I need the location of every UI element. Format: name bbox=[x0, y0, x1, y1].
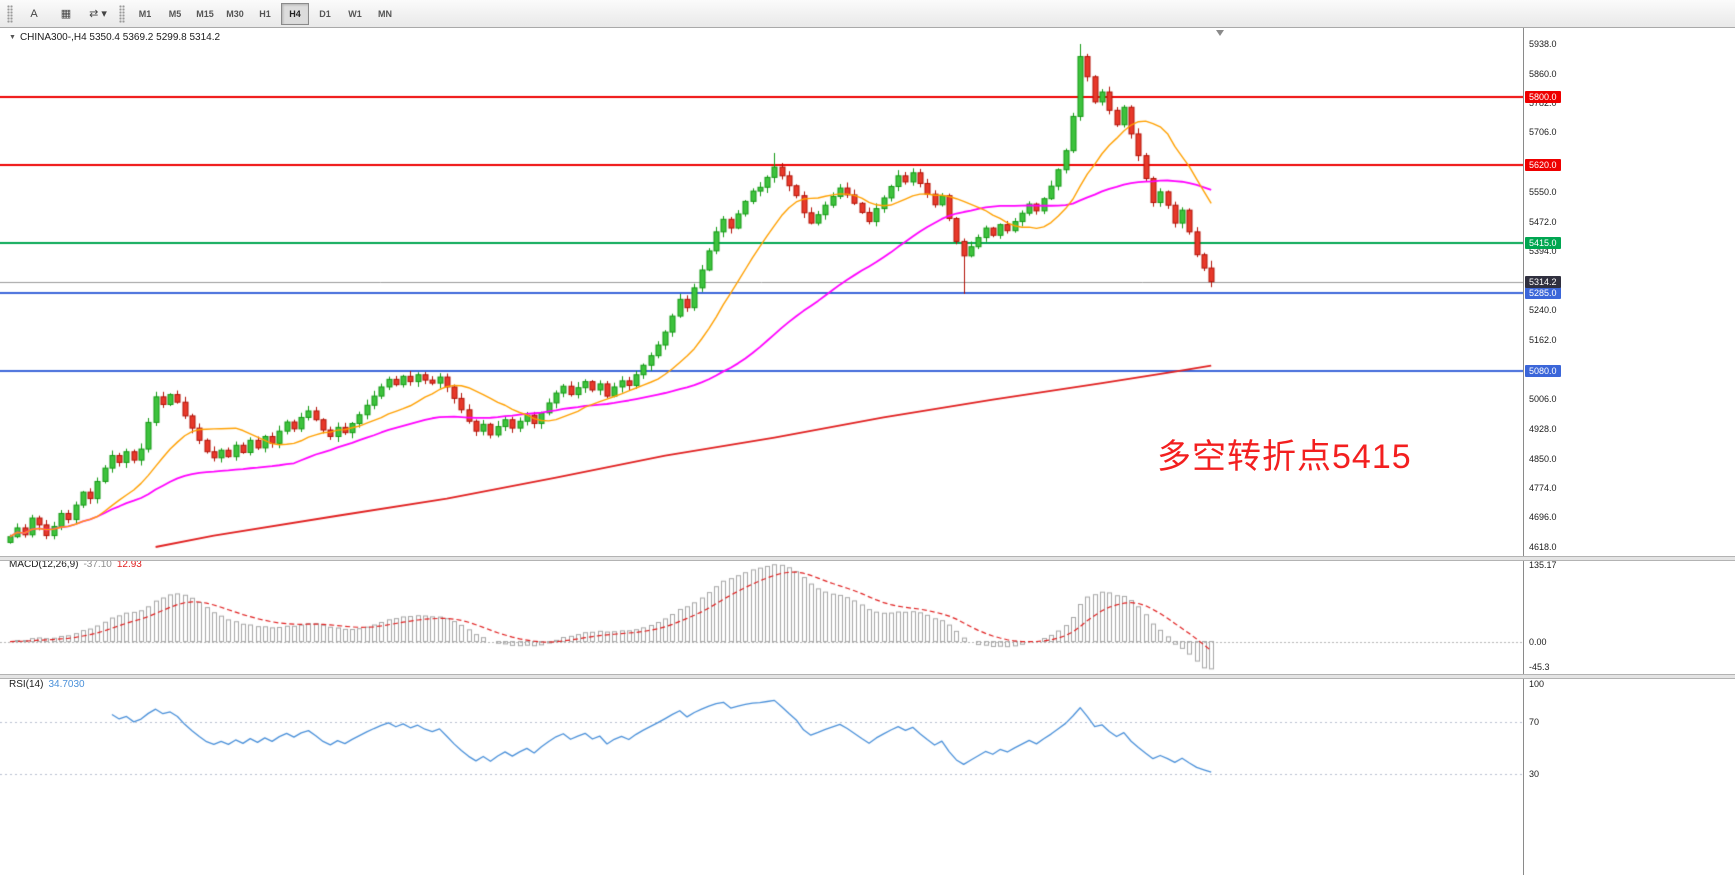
price-axis[interactable]: 5938.0 5860.0 5782.0 5706.0 5550.0 5472.0 5394… bbox=[1523, 28, 1735, 875]
level-price-label: 5800.0 bbox=[1525, 90, 1561, 103]
timeframe-button-w1[interactable]: W1 bbox=[348, 8, 362, 19]
toolbar-grip[interactable] bbox=[7, 4, 13, 23]
current-price-label: 5314.2 bbox=[1525, 275, 1561, 288]
price-axis-tick: 5394.0 bbox=[1529, 246, 1557, 257]
timeframe-button-mn[interactable]: MN bbox=[378, 8, 392, 19]
chart-title: ▼ CHINA300-,H4 5350.4 5369.2 5299.8 5314.… bbox=[9, 32, 220, 43]
price-axis-tick: 4696.0 bbox=[1529, 512, 1557, 523]
expand-triangle-icon[interactable]: ▼ bbox=[9, 34, 16, 41]
price-axis-tick: 5550.0 bbox=[1529, 186, 1557, 197]
macd-axis-tick: -45.3 bbox=[1529, 662, 1550, 673]
chart-canvas[interactable] bbox=[0, 28, 1523, 875]
price-axis-tick: 5938.0 bbox=[1529, 39, 1557, 49]
level-price-label: 5285.0 bbox=[1525, 286, 1561, 299]
panel-divider-macd-rsi[interactable] bbox=[0, 674, 1735, 679]
rsi-axis-tick: 30 bbox=[1529, 768, 1540, 779]
level-price-label: 5080.0 bbox=[1525, 364, 1561, 377]
rsi-indicator-label: RSI(14) 34.7030 bbox=[9, 679, 85, 690]
macd-name: MACD(12,26,9) bbox=[9, 559, 79, 570]
timeframe-button-h4[interactable]: H4 bbox=[281, 2, 309, 25]
timeframe-button-m1[interactable]: M1 bbox=[138, 8, 152, 19]
chart-title-text: CHINA300-,H4 5350.4 5369.2 5299.8 5314.2 bbox=[19, 32, 221, 43]
price-axis-tick: 4928.0 bbox=[1529, 423, 1557, 434]
macd-signal-value: 12.93 bbox=[116, 559, 142, 570]
macd-axis-tick: 135.17 bbox=[1529, 559, 1557, 570]
text-annotation-button[interactable]: A bbox=[30, 7, 38, 20]
price-axis-tick: 5006.0 bbox=[1529, 394, 1557, 405]
price-axis-tick: 4774.0 bbox=[1529, 482, 1557, 493]
price-axis-tick: 4850.0 bbox=[1529, 453, 1557, 464]
chart-type-button[interactable]: ▦ bbox=[60, 8, 72, 20]
toolbar-grip[interactable] bbox=[119, 4, 125, 23]
timeframe-button-m15[interactable]: M15 bbox=[196, 8, 214, 19]
level-price-label: 5415.0 bbox=[1525, 237, 1561, 250]
chart-annotation-text[interactable]: 多空转折点5415 bbox=[1157, 438, 1412, 476]
price-axis-tick: 5706.0 bbox=[1529, 127, 1557, 138]
rsi-name: RSI(14) bbox=[9, 679, 44, 690]
macd-main-value: -37.10 bbox=[83, 559, 112, 570]
cycle-symbols-button[interactable]: ⇄ ▾ bbox=[89, 8, 107, 20]
timeframe-button-m5[interactable]: M5 bbox=[168, 8, 182, 19]
rsi-axis-tick: 70 bbox=[1529, 717, 1540, 728]
chart-shift-marker-icon[interactable] bbox=[1216, 30, 1224, 36]
timeframe-button-m30[interactable]: M30 bbox=[226, 8, 244, 19]
macd-indicator-label: MACD(12,26,9) -37.10 12.93 bbox=[9, 559, 142, 570]
price-axis-tick: 5782.0 bbox=[1529, 98, 1557, 109]
price-axis-tick: 5240.0 bbox=[1529, 304, 1557, 315]
rsi-value: 34.7030 bbox=[48, 679, 85, 690]
timeframe-button-d1[interactable]: D1 bbox=[319, 8, 331, 19]
price-axis-tick: 5472.0 bbox=[1529, 216, 1557, 227]
price-axis-tick: 4618.0 bbox=[1529, 542, 1557, 552]
toolbar: A ▦ ⇄ ▾ M1 M5 M15 M30 H1 H4 D1 W1 MN bbox=[0, 0, 1735, 28]
price-axis-tick: 5162.0 bbox=[1529, 334, 1557, 345]
panel-divider-price-macd[interactable] bbox=[0, 556, 1735, 561]
macd-axis-tick: 0.00 bbox=[1529, 636, 1547, 647]
rsi-axis-tick: 100 bbox=[1529, 679, 1545, 689]
level-price-label: 5620.0 bbox=[1525, 159, 1561, 172]
price-axis-tick: 5860.0 bbox=[1529, 68, 1557, 79]
timeframe-button-h1[interactable]: H1 bbox=[259, 8, 271, 19]
